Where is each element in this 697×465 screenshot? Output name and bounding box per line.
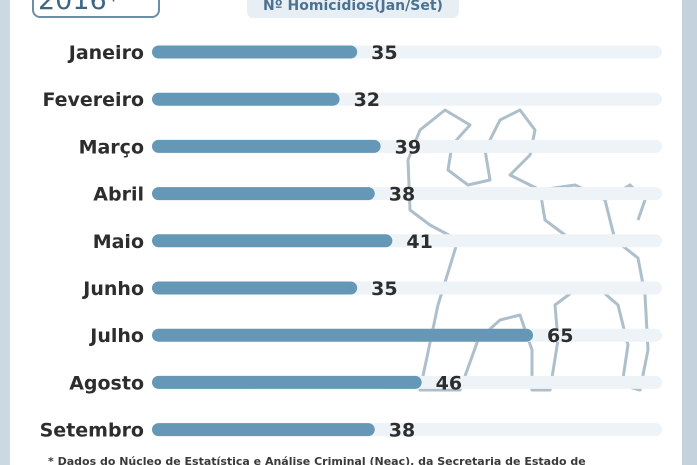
value-label: 35 bbox=[371, 278, 397, 300]
value-label: 46 bbox=[436, 372, 462, 394]
category-label: Agosto bbox=[69, 372, 144, 394]
value-label: 39 bbox=[395, 136, 421, 158]
value-label: 35 bbox=[371, 42, 397, 64]
value-label: 38 bbox=[389, 184, 415, 206]
category-label: Julho bbox=[88, 325, 144, 347]
value-label: 32 bbox=[354, 89, 380, 111]
value-label: 41 bbox=[406, 231, 432, 253]
bar-setembro bbox=[152, 423, 375, 437]
value-label: 38 bbox=[389, 420, 415, 442]
category-label: Fevereiro bbox=[42, 89, 144, 111]
homicides-bar-chart: Janeiro 35 Fevereiro 32 Março 39 Abril 38 Maio 41… bbox=[40, 42, 662, 442]
value-label: 65 bbox=[547, 325, 573, 347]
side-strip bbox=[682, 0, 697, 465]
infographic-panel: 2016* Nº Homicídios(Jan/Set) Janeiro 35 Fe… bbox=[10, 0, 682, 465]
bar-janeiro bbox=[152, 45, 358, 59]
bar-agosto bbox=[152, 375, 422, 389]
bar-abril bbox=[152, 187, 375, 201]
bar-julho bbox=[152, 328, 534, 342]
category-label: Abril bbox=[93, 184, 144, 206]
year-label: 2016* bbox=[32, 0, 160, 18]
category-label: Março bbox=[79, 136, 144, 158]
metric-label: Nº Homicídios(Jan/Set) bbox=[247, 0, 459, 18]
category-label: Setembro bbox=[40, 420, 144, 442]
bar-fevereiro bbox=[152, 92, 340, 106]
bar-junho bbox=[152, 281, 358, 295]
bar-maio bbox=[152, 234, 393, 248]
category-label: Junho bbox=[81, 278, 144, 300]
category-label: Maio bbox=[93, 231, 144, 253]
footnote: * Dados do Núcleo de Estatística e Análi… bbox=[48, 455, 586, 465]
category-label: Janeiro bbox=[67, 42, 144, 64]
bar-março bbox=[152, 139, 381, 153]
